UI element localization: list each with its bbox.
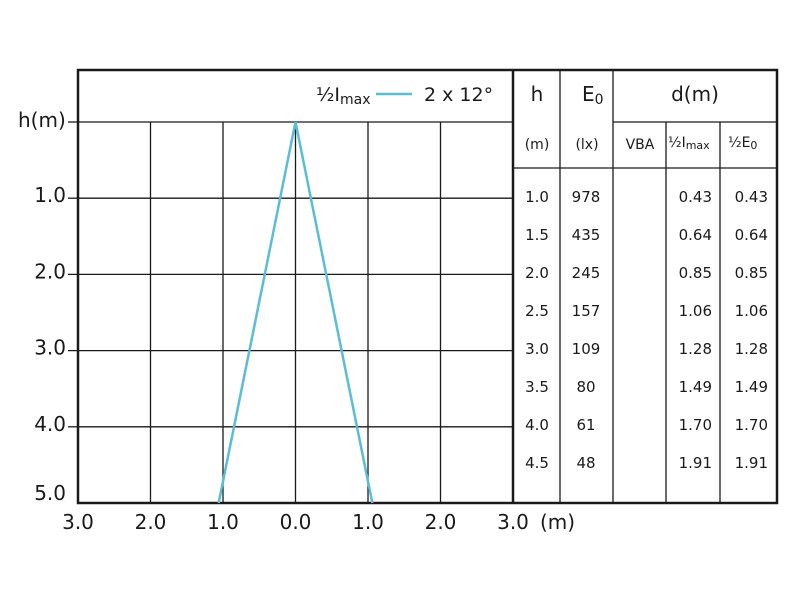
x-tick-label-1: 2.0 <box>135 510 167 534</box>
table-cell-e0: 978 <box>572 188 601 206</box>
table-cell-h: 3.5 <box>525 378 549 396</box>
table-cell-half_imax: 1.28 <box>679 340 712 358</box>
table-cell-e0: 48 <box>576 454 595 472</box>
table-cell-half_imax: 0.85 <box>679 264 712 282</box>
table-subheader-e0: (lx) <box>575 137 598 153</box>
table-cell-half_e0: 1.91 <box>735 454 768 472</box>
table-rows: 1.0 978 0.43 0.43 1.5 435 0.64 0.64 2.0 245 0.85 0.… <box>525 188 768 472</box>
table-subheader-half-e0: ½E0 <box>728 135 757 152</box>
table-cell-half_imax: 0.43 <box>679 188 712 206</box>
table-cell-e0: 109 <box>572 340 601 358</box>
table-row: 1.5 435 0.64 0.64 <box>525 226 768 244</box>
x-tick-label-0: 3.0 <box>62 510 94 534</box>
table-cell-e0: 80 <box>576 378 595 396</box>
table-header-d: d(m) <box>671 82 719 106</box>
table-row: 4.0 61 1.70 1.70 <box>525 416 768 434</box>
table-row: 2.5 157 1.06 1.06 <box>525 302 768 320</box>
table-cell-e0: 61 <box>576 416 595 434</box>
y-tick-label-1: 2.0 <box>34 259 66 283</box>
table-cell-half_e0: 0.43 <box>735 188 768 206</box>
legend-beam-text: 2 x 12° <box>424 84 493 106</box>
table-cell-half_e0: 1.28 <box>735 340 768 358</box>
table-cell-h: 2.0 <box>525 264 549 282</box>
table-cell-h: 2.5 <box>525 302 549 320</box>
table-row: 1.0 978 0.43 0.43 <box>525 188 768 206</box>
table-cell-half_e0: 1.70 <box>735 416 768 434</box>
tick-labels: 3.0 2.0 1.0 0.0 1.0 2.0 3.0 1.0 2.0 3.0 4.0 5.0 <box>34 183 529 534</box>
table-cell-h: 1.5 <box>525 226 549 244</box>
y-axis-label: h(m) <box>18 108 66 132</box>
beam-line-1 <box>294 121 374 504</box>
legend-label: ½Imax <box>316 84 371 108</box>
y-tick-label-2: 3.0 <box>34 336 66 360</box>
table-cell-half_imax: 1.70 <box>679 416 712 434</box>
table-header-h: h <box>531 82 544 106</box>
y-tick-label-4: 5.0 <box>34 481 66 505</box>
x-tick-label-3: 0.0 <box>280 510 312 534</box>
table-cell-e0: 435 <box>572 226 601 244</box>
beam-lines <box>217 121 374 504</box>
table-cell-half_imax: 0.64 <box>679 226 712 244</box>
x-tick-label-5: 2.0 <box>425 510 457 534</box>
x-tick-label-2: 1.0 <box>207 510 239 534</box>
table-cell-e0: 157 <box>572 302 601 320</box>
table-cell-half_e0: 0.85 <box>735 264 768 282</box>
table-cell-half_e0: 0.64 <box>735 226 768 244</box>
table-cell-h: 1.0 <box>525 188 549 206</box>
y-tick-label-0: 1.0 <box>34 183 66 207</box>
table-row: 2.0 245 0.85 0.85 <box>525 264 768 282</box>
table-cell-half_e0: 1.49 <box>735 378 768 396</box>
table-row: 3.0 109 1.28 1.28 <box>525 340 768 358</box>
beam-line-0 <box>217 121 297 504</box>
table-cell-half_imax: 1.06 <box>679 302 712 320</box>
table-cell-h: 3.0 <box>525 340 549 358</box>
x-tick-label-4: 1.0 <box>352 510 384 534</box>
outer-frame <box>76 68 779 505</box>
table-subheader-vba: VBA <box>626 137 655 153</box>
table-cell-half_e0: 1.06 <box>735 302 768 320</box>
table-cell-half_imax: 1.49 <box>679 378 712 396</box>
table-cell-e0: 245 <box>572 264 601 282</box>
table-cell-h: 4.5 <box>525 454 549 472</box>
table-header-e0: E0 <box>582 82 604 108</box>
grid <box>68 121 513 503</box>
table-subheader-half-imax: ½Imax <box>668 135 710 152</box>
x-tick-label-6: 3.0 <box>497 510 529 534</box>
legend: ½Imax 2 x 12° <box>316 84 493 108</box>
x-axis-unit-label: (m) <box>540 510 575 534</box>
y-tick-label-3: 4.0 <box>34 412 66 436</box>
table-cell-half_imax: 1.91 <box>679 454 712 472</box>
table-subheader-h: (m) <box>525 137 550 153</box>
table-cell-h: 4.0 <box>525 416 549 434</box>
table-row: 3.5 80 1.49 1.49 <box>525 378 768 396</box>
table-row: 4.5 48 1.91 1.91 <box>525 454 768 472</box>
